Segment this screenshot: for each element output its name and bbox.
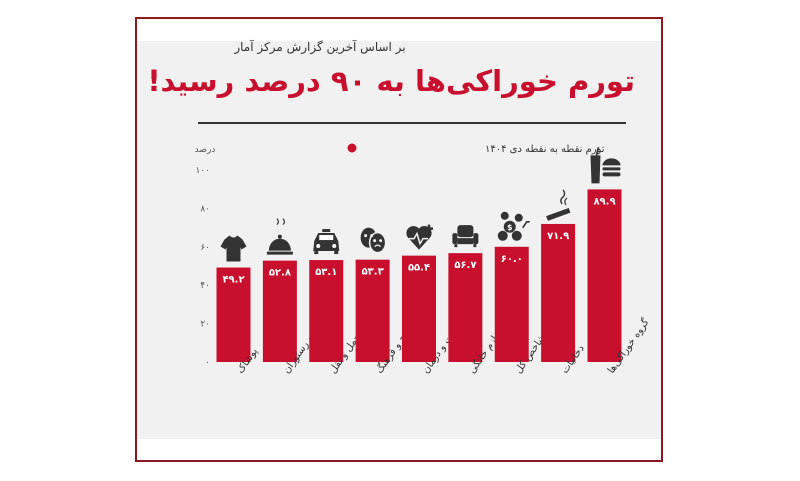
coin-symbol: $ bbox=[507, 223, 513, 232]
cloche-dome bbox=[268, 238, 291, 251]
bar bbox=[402, 255, 436, 362]
y-tick-label: ۲۰ bbox=[200, 320, 210, 330]
cigarette-smoke bbox=[560, 189, 566, 205]
drink-straw bbox=[595, 147, 600, 156]
burger-patty bbox=[602, 167, 621, 171]
bar-value-label: ۵۳.۳ bbox=[362, 267, 384, 278]
cigarette-smoke bbox=[564, 197, 568, 206]
bar-value-label: ۵۵.۴ bbox=[408, 263, 430, 274]
taxi-sign bbox=[322, 229, 331, 233]
bar bbox=[309, 260, 344, 362]
bar-value-label: ۵۳.۱ bbox=[315, 267, 337, 278]
chair-arm bbox=[452, 233, 458, 245]
burger-bun-top bbox=[602, 158, 621, 166]
taxi-icon bbox=[313, 229, 340, 255]
drink-cup bbox=[590, 155, 601, 184]
taxi-light bbox=[332, 244, 337, 249]
economy-coins-icon: $ bbox=[497, 211, 530, 241]
bar bbox=[355, 259, 390, 362]
health-plus bbox=[425, 224, 433, 233]
burger-bun-bottom bbox=[602, 172, 621, 177]
y-tick-label: ۶۰ bbox=[200, 243, 210, 253]
mask-right bbox=[368, 231, 387, 254]
mask-eye bbox=[370, 234, 374, 238]
bar bbox=[541, 223, 576, 362]
chair-seat bbox=[457, 238, 474, 245]
legend-label: تورم نقطه به نقطه دی ۱۴۰۴ bbox=[485, 144, 605, 155]
y-tick-label: ۰ bbox=[205, 358, 210, 368]
y-axis-label: درصد bbox=[195, 145, 216, 155]
cigarette-icon bbox=[546, 189, 571, 221]
chair-leg bbox=[473, 244, 477, 248]
cigarette-body bbox=[546, 207, 571, 221]
bar bbox=[262, 260, 297, 362]
bar-value-label: ۵۶.۷ bbox=[454, 260, 476, 271]
mask-eye bbox=[373, 239, 377, 243]
bar bbox=[448, 253, 483, 362]
fast-food-icon bbox=[590, 147, 621, 184]
chart-subtitle: بر اساس آخرین گزارش مرکز آمار bbox=[234, 40, 406, 54]
bar bbox=[494, 246, 529, 362]
y-tick-label: ۴۰ bbox=[200, 281, 210, 291]
chart-title: تورم خوراکی‌ها به ۹۰ درصد رسید! bbox=[147, 64, 635, 98]
taxi-wheel bbox=[334, 251, 339, 255]
cloche-knob bbox=[277, 234, 282, 239]
cloche-steam bbox=[276, 218, 285, 226]
coin bbox=[500, 211, 509, 220]
bar-value-label: ۵۲.۸ bbox=[269, 268, 291, 279]
bar bbox=[587, 189, 622, 362]
armchair-icon bbox=[452, 225, 479, 248]
bar bbox=[216, 267, 251, 362]
taxi-window bbox=[319, 235, 334, 241]
bar-value-label: ۶۰.۰ bbox=[501, 254, 523, 265]
bar-value-label: ۴۹.۲ bbox=[222, 275, 244, 286]
chair-leg bbox=[454, 244, 458, 248]
coin bbox=[511, 230, 522, 241]
legend-marker bbox=[347, 143, 357, 153]
chair-arm bbox=[473, 233, 479, 245]
tshirt-icon bbox=[220, 235, 247, 262]
taxi-light bbox=[316, 244, 321, 249]
coin bbox=[514, 213, 523, 222]
tshirt-icon-shape bbox=[220, 235, 247, 262]
mask-eye bbox=[364, 234, 368, 238]
chair-back bbox=[457, 225, 474, 238]
y-tick-label: ۱۰۰ bbox=[195, 166, 210, 176]
cloche-tray bbox=[266, 251, 293, 255]
legend: تورم نقطه به نقطه دی ۱۴۰۴ bbox=[347, 143, 605, 155]
heart-health-icon bbox=[406, 224, 433, 250]
coin bbox=[503, 220, 516, 233]
mask-mouth bbox=[374, 244, 382, 248]
coin bbox=[497, 230, 508, 241]
heart-pulse bbox=[409, 231, 428, 246]
theater-masks-icon bbox=[360, 227, 387, 254]
trend-arrow bbox=[522, 221, 530, 229]
y-axis: درصد ۰ ۲۰ ۴۰ ۶۰ ۸۰ ۱۰۰ bbox=[195, 145, 216, 368]
y-tick-label: ۸۰ bbox=[200, 204, 210, 214]
mask-eye bbox=[379, 239, 383, 243]
bar-value-label: ۷۱.۹ bbox=[547, 231, 569, 242]
food-cloche-icon bbox=[266, 218, 293, 255]
taxi-wheel bbox=[314, 251, 319, 255]
bar-value-label: ۸۹.۹ bbox=[593, 196, 615, 207]
